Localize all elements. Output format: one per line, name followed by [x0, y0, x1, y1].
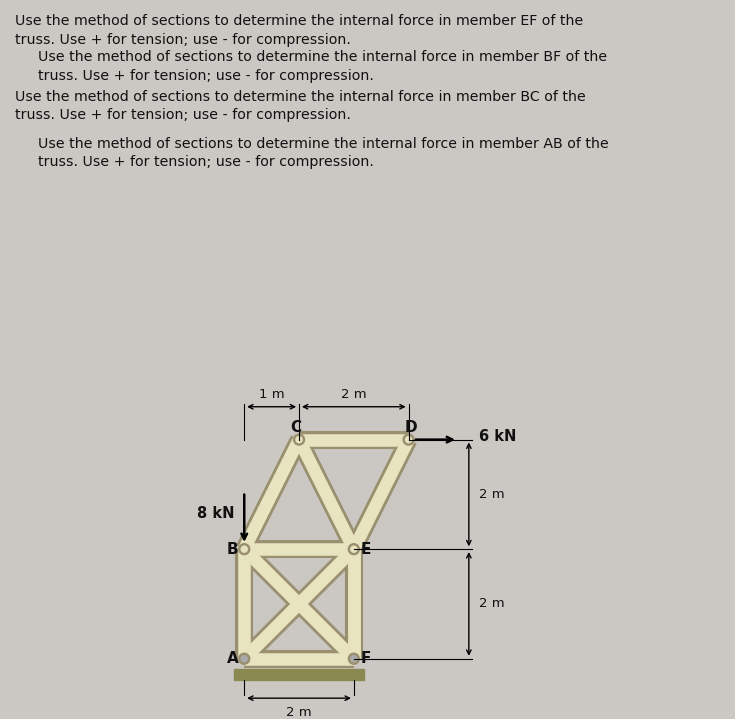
Circle shape — [406, 436, 412, 443]
Text: 2 m: 2 m — [478, 488, 504, 501]
Text: D: D — [405, 420, 417, 435]
Text: Use the method of sections to determine the internal force in member AB of the
 : Use the method of sections to determine … — [29, 137, 609, 169]
Circle shape — [403, 434, 414, 445]
Text: C: C — [291, 420, 302, 435]
Text: B: B — [226, 541, 238, 557]
Circle shape — [241, 656, 247, 661]
Circle shape — [351, 546, 356, 552]
Circle shape — [296, 436, 302, 443]
Text: 2 m: 2 m — [341, 388, 367, 401]
Text: 8 kN: 8 kN — [197, 506, 234, 521]
Circle shape — [241, 546, 247, 552]
Circle shape — [348, 544, 359, 554]
Text: 6 kN: 6 kN — [478, 429, 516, 444]
Text: 2 m: 2 m — [478, 597, 504, 610]
Text: 2 m: 2 m — [286, 706, 312, 719]
Text: F: F — [361, 651, 371, 667]
Circle shape — [348, 654, 359, 664]
Circle shape — [293, 434, 304, 445]
Text: E: E — [361, 541, 371, 557]
Text: A: A — [227, 651, 239, 667]
Text: Use the method of sections to determine the internal force in member BC of the
t: Use the method of sections to determine … — [15, 90, 586, 122]
Text: Use the method of sections to determine the internal force in member EF of the
t: Use the method of sections to determine … — [15, 14, 583, 47]
Circle shape — [239, 654, 250, 664]
Circle shape — [351, 656, 356, 661]
Bar — [234, 669, 364, 679]
Circle shape — [239, 544, 250, 554]
Text: 1 m: 1 m — [259, 388, 284, 401]
Text: Use the method of sections to determine the internal force in member BF of the
 : Use the method of sections to determine … — [29, 50, 608, 83]
